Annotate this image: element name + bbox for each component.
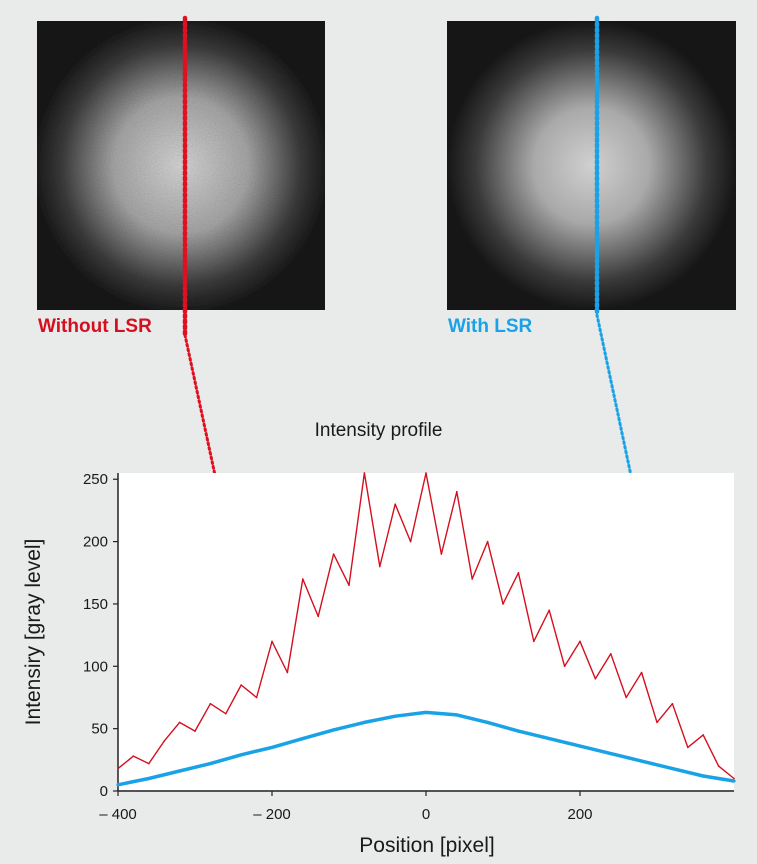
- data-point: [533, 640, 535, 643]
- data-point: [687, 746, 689, 749]
- data-point: [240, 684, 242, 686]
- data-point: [178, 721, 181, 724]
- data-point: [578, 744, 582, 748]
- data-point: [116, 783, 120, 787]
- data-point: [456, 490, 458, 493]
- data-point: [717, 765, 720, 767]
- data-point: [271, 640, 273, 643]
- data-point: [332, 553, 335, 555]
- data-point: [701, 774, 705, 778]
- caption-without-lsr: Without LSR: [38, 316, 152, 337]
- x-tick-label: 200: [567, 806, 592, 823]
- image-without-lsr: [37, 21, 325, 310]
- data-point: [178, 769, 182, 773]
- data-point: [625, 696, 627, 699]
- data-point: [286, 671, 289, 674]
- data-point: [547, 737, 551, 741]
- data-point: [640, 671, 643, 674]
- data-point: [317, 615, 320, 618]
- data-point: [194, 730, 196, 732]
- y-tick-label: 50: [91, 721, 108, 738]
- data-point: [147, 776, 151, 781]
- data-point: [348, 584, 350, 587]
- data-point: [225, 712, 227, 715]
- data-point: [548, 609, 550, 611]
- axis-ticks: 0 50 100 150 200 250 – 400 – 200 0 200: [83, 471, 593, 823]
- data-point: [732, 779, 736, 783]
- data-point: [563, 665, 566, 668]
- plot-area: [118, 473, 734, 790]
- data-point: [148, 762, 150, 765]
- image-with-lsr: [447, 21, 736, 310]
- data-point: [610, 653, 612, 655]
- data-point: [609, 751, 613, 756]
- data-point: [409, 540, 412, 543]
- data-point: [394, 503, 397, 505]
- caption-with-lsr: With LSR: [448, 316, 533, 337]
- data-point: [656, 721, 658, 724]
- data-point: [117, 767, 119, 770]
- data-point: [255, 696, 258, 699]
- data-point: [471, 578, 474, 580]
- data-point: [209, 702, 212, 705]
- data-point: [517, 571, 520, 574]
- data-point: [486, 720, 490, 725]
- x-tick-label: – 400: [99, 806, 137, 823]
- data-point: [440, 553, 443, 555]
- y-tick-label: 250: [83, 471, 108, 488]
- data-point: [332, 728, 336, 732]
- data-point: [363, 472, 366, 474]
- data-point: [208, 761, 212, 766]
- data-point: [670, 766, 675, 771]
- data-point: [425, 472, 427, 474]
- y-tick-label: 150: [83, 596, 108, 613]
- data-point: [239, 753, 243, 757]
- data-point: [486, 540, 489, 543]
- data-point: [733, 777, 735, 780]
- x-tick-label: 0: [422, 806, 430, 823]
- y-tick-label: 200: [83, 534, 108, 551]
- y-axis-label: Intensiry [gray level]: [22, 539, 45, 726]
- x-tick-label: – 200: [253, 806, 291, 823]
- data-point: [702, 734, 704, 736]
- data-point: [455, 713, 459, 717]
- data-point: [132, 755, 135, 757]
- data-point: [579, 640, 581, 643]
- data-point: [393, 714, 397, 718]
- data-point: [671, 702, 674, 705]
- y-tick-label: 100: [83, 658, 108, 675]
- data-point: [302, 578, 304, 580]
- data-point: [502, 603, 504, 605]
- series-lines: [116, 472, 736, 787]
- y-tick-label: 0: [100, 783, 108, 800]
- data-point: [640, 759, 644, 763]
- data-point: [594, 677, 597, 680]
- data-point: [163, 740, 165, 742]
- x-axis-label: Position [pixel]: [359, 834, 494, 857]
- data-point: [301, 737, 305, 741]
- data-point: [424, 710, 428, 715]
- chart-title: Intensity profile: [314, 420, 443, 441]
- data-point: [516, 729, 521, 733]
- data-point: [379, 565, 381, 568]
- data-point: [362, 720, 366, 725]
- data-point: [270, 745, 274, 749]
